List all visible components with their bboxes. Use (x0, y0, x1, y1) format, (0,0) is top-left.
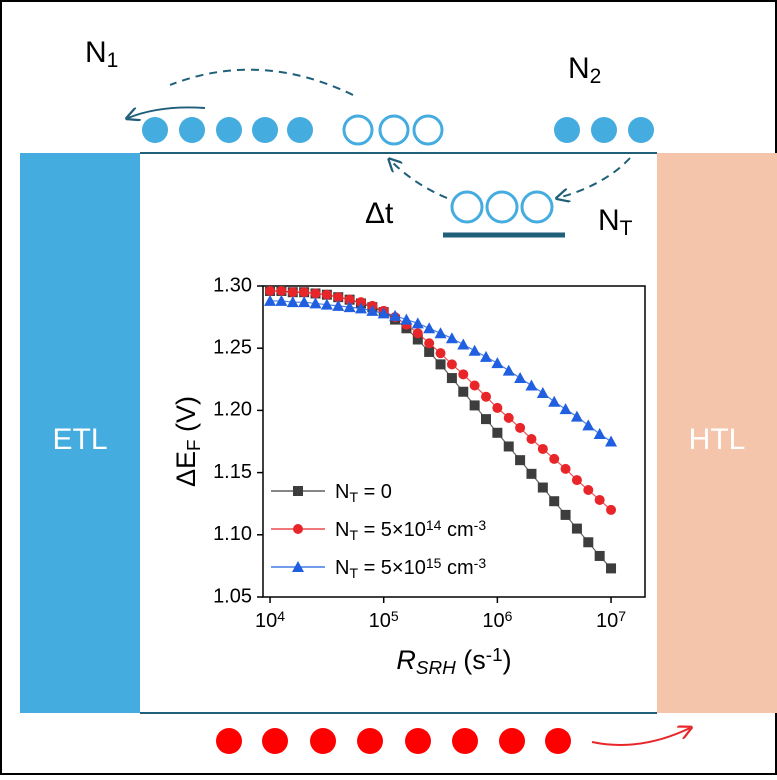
marker (481, 392, 491, 402)
marker (436, 348, 446, 358)
marker (515, 455, 525, 465)
text-part: cm (441, 557, 473, 579)
y-tick-label: 1.10 (213, 523, 252, 545)
text-part: 10 (369, 610, 391, 632)
text-part: 15 (426, 555, 442, 571)
htl-label: HTL (689, 423, 746, 456)
etl-label: ETL (52, 423, 107, 456)
marker (538, 444, 548, 454)
marker (436, 359, 446, 369)
text-part: 10 (482, 610, 504, 632)
marker (504, 441, 514, 451)
delta-t-label: Δt (365, 197, 394, 230)
y-tick-label: 1.30 (213, 274, 252, 296)
marker (447, 373, 457, 383)
text-part: R (396, 645, 416, 675)
legend-label: NT = 5×1014 cm-3 (335, 517, 486, 542)
text-part: N (335, 557, 349, 579)
text-part: (s (456, 645, 486, 675)
marker (561, 510, 571, 520)
text-part: T (620, 217, 633, 240)
marker (583, 485, 593, 495)
marker (299, 287, 309, 297)
marker (549, 496, 559, 506)
y-tick-label: 1.15 (213, 461, 252, 483)
marker (276, 286, 286, 296)
text-part: 5 (391, 608, 399, 624)
marker (595, 551, 605, 561)
text-part: 10 (255, 610, 277, 632)
text-part: 1 (107, 49, 119, 72)
marker (606, 505, 616, 515)
marker (322, 290, 332, 300)
marker (606, 563, 616, 573)
marker (561, 464, 571, 474)
text-part: 14 (426, 517, 442, 533)
marker (413, 328, 423, 338)
marker (424, 338, 434, 348)
legend-marker (293, 524, 303, 534)
marker (549, 454, 559, 464)
legend-marker (293, 486, 303, 496)
marker (526, 469, 536, 479)
text-part: N (598, 204, 620, 237)
text-part: N (568, 52, 590, 85)
text-part: cm (441, 519, 473, 541)
text-part: 4 (277, 608, 285, 624)
marker (583, 537, 593, 547)
marker (265, 286, 275, 296)
text-part: 7 (618, 608, 626, 624)
marker (492, 428, 502, 438)
text-part: SRH (416, 658, 456, 679)
marker (470, 400, 480, 410)
text-part: 2 (590, 65, 602, 88)
marker (492, 403, 502, 413)
y-tick-label: 1.25 (213, 336, 252, 358)
marker (481, 414, 491, 424)
marker (572, 475, 582, 485)
text-part: = 5×10 (358, 519, 426, 541)
text-part: N (335, 519, 349, 541)
marker (470, 381, 480, 391)
marker (447, 359, 457, 369)
marker (458, 387, 468, 397)
text-part: ΔE (171, 451, 201, 487)
marker (288, 287, 298, 297)
y-tick-label: 1.20 (213, 399, 252, 421)
text-part: N (85, 36, 107, 69)
marker (526, 434, 536, 444)
text-part: -1 (486, 645, 503, 666)
text-part: N (335, 481, 349, 503)
text-part: 10 (596, 610, 618, 632)
text-part: F (184, 439, 205, 451)
text-part: = 5×10 (358, 557, 426, 579)
marker (311, 288, 321, 298)
text-part: 6 (505, 608, 513, 624)
marker (595, 495, 605, 505)
y-tick-label: 1.05 (213, 585, 252, 607)
legend-label: NT = 5×1015 cm-3 (335, 555, 486, 580)
text-part: = 0 (358, 481, 392, 503)
legend-label: NT = 0 (335, 481, 392, 505)
marker (504, 413, 514, 423)
marker (458, 369, 468, 379)
marker (572, 524, 582, 534)
marker (424, 347, 434, 357)
text-part: -3 (474, 517, 487, 533)
marker (538, 483, 548, 493)
text-part: ) (503, 645, 512, 675)
text-part: -3 (474, 555, 487, 571)
marker (515, 423, 525, 433)
text-part: (V) (171, 396, 201, 440)
figure: N1 N2 Δt NT ETL HTL 1.301.251.201.151.10… (0, 0, 777, 775)
